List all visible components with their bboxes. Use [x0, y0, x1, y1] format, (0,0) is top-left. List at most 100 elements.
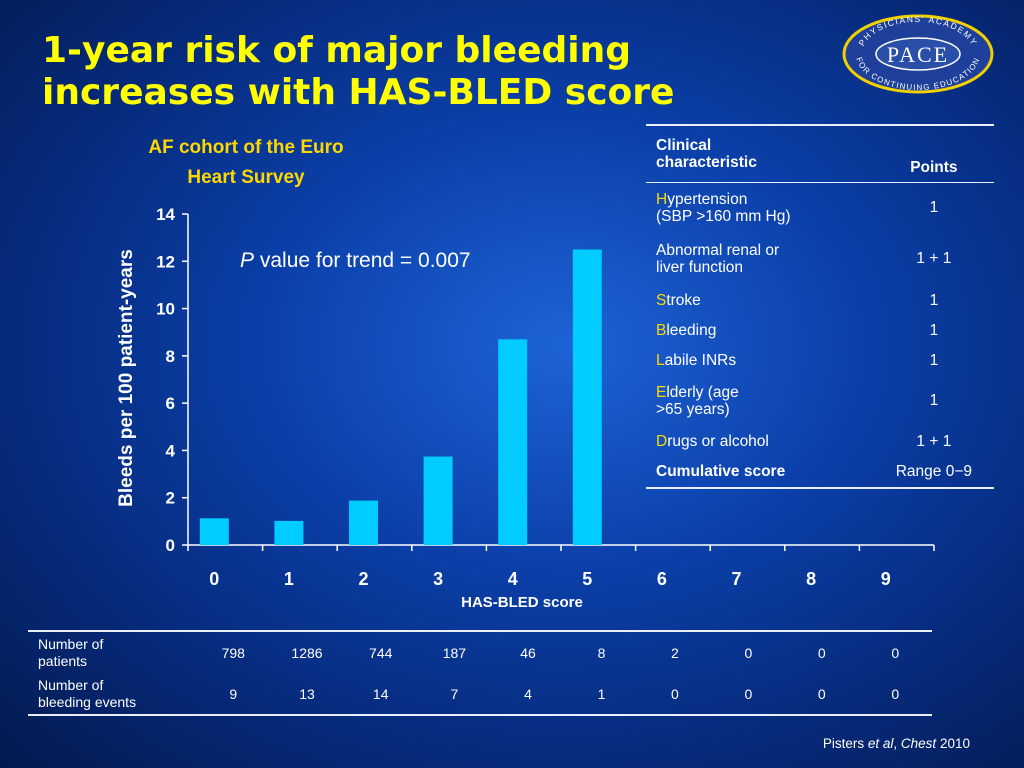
p-value-annotation: P value for trend = 0.007 [240, 249, 471, 273]
table-cell: 7 [450, 685, 459, 702]
table-cell: 0 [744, 644, 753, 661]
characteristic-text: ypertension [667, 190, 748, 208]
row-label-bleeding-events: Number of bleeding events [28, 673, 196, 715]
characteristic-cell: Labile INRs [646, 346, 874, 376]
table-cell: 1 [597, 685, 606, 702]
bar [274, 520, 304, 545]
p-value-italic-p: P [240, 249, 255, 272]
acronym-letter: S [656, 291, 667, 309]
characteristic-text: troke [666, 291, 701, 309]
table-row: Stroke 1 [646, 285, 994, 316]
points-cell: 1 [929, 199, 939, 217]
x-tick-label: 9 [881, 569, 891, 589]
characteristic-cell: Elderly (age >65 years) [646, 376, 874, 426]
characteristic-cell: Drugs or alcohol [646, 426, 874, 457]
acronym-letter: H [656, 190, 668, 208]
points-cell: 1 [929, 322, 939, 339]
y-tick-label: 14 [156, 205, 175, 224]
slide-title: 1-year risk of major bleeding increases … [42, 30, 802, 114]
bar [423, 456, 453, 545]
table-row: Hypertension (SBP >160 mm Hg) 1 [646, 183, 994, 233]
table-cell: 8 [597, 644, 606, 661]
table-cell: 0 [891, 685, 900, 702]
row-label-patients: Number of patients [28, 631, 196, 673]
x-tick-label: 8 [806, 569, 816, 589]
p-value-text: value for trend = 0.007 [254, 249, 471, 272]
x-tick-label: 1 [284, 569, 294, 589]
table-row: Elderly (age >65 years) 1 [646, 376, 994, 426]
citation-comma: , [893, 736, 901, 751]
table-cell: 187 [442, 644, 467, 661]
table-row: Bleeding 1 [646, 316, 994, 346]
table-cell: 4 [524, 685, 532, 702]
table-cell: 46 [520, 644, 536, 661]
chart-title-line-1: AF cohort of the Euro [148, 137, 344, 158]
row-label-bleeding-events-line-1: Number of [38, 676, 104, 693]
characteristic-text: abile INRs [664, 352, 737, 369]
points-cell: 1 [929, 352, 939, 369]
y-tick-label: 2 [166, 489, 175, 508]
characteristic-text: rugs or alcohol [667, 432, 769, 450]
table-row: Abnormal renal or liver function 1 + 1 [646, 233, 994, 285]
characteristic-text-line-2: liver function [656, 258, 744, 276]
cumulative-score-row: Cumulative score Range 0−9 [646, 457, 994, 488]
has-bled-criteria-table: Clinical characteristic Points Hypertensi… [646, 124, 994, 489]
header-points: Points [910, 159, 958, 176]
header-characteristic-line-2: characteristic [656, 154, 757, 171]
x-tick-label: 6 [657, 569, 667, 589]
x-tick-label: 3 [433, 569, 443, 589]
logo-main-text: PACE [887, 42, 949, 67]
table-cell: 14 [372, 685, 389, 702]
characteristic-text: Abnormal renal or [656, 241, 780, 259]
x-tick-label: 0 [209, 569, 219, 589]
cumulative-score-label: Cumulative score [656, 463, 786, 480]
table-cell: 13 [299, 685, 315, 702]
chart-x-axis-label: HAS-BLED score [461, 594, 583, 611]
x-tick-label: 4 [508, 569, 518, 589]
chart-title: AF cohort of the Euro Heart Survey [100, 133, 392, 193]
cumulative-score-value: Range 0−9 [895, 463, 973, 480]
table-cell: 9 [229, 685, 238, 702]
row-label-patients-line-2: patients [38, 652, 88, 669]
table-cell: 744 [369, 644, 393, 661]
table-header-row: Clinical characteristic Points [646, 125, 994, 183]
points-cell: 1 + 1 [916, 432, 952, 450]
points-cell: 1 [929, 291, 939, 309]
characteristic-cell: Abnormal renal or liver function [646, 233, 874, 285]
row-label-bleeding-events-line-2: bleeding events [38, 693, 137, 710]
y-tick-label: 10 [156, 300, 175, 319]
acronym-letter: B [656, 322, 667, 339]
header-characteristic-line-1: Clinical [656, 137, 712, 154]
citation-year: 2010 [936, 736, 970, 751]
acronym-letter: E [656, 383, 667, 401]
bar [199, 518, 229, 545]
characteristic-text-line-2: >65 years) [656, 400, 730, 418]
table-row-bleeding-events: Number of bleeding events 9 13 14 7 4 1 0 0 0 0 [28, 673, 932, 715]
title-line-2: increases with HAS-BLED score [42, 72, 675, 113]
header-characteristic: Clinical characteristic [646, 125, 874, 183]
citation-journal: Chest [900, 736, 937, 751]
citation: Pisters et al, Chest 2010 [823, 736, 970, 751]
citation-author: Pisters [822, 736, 868, 751]
table-cell: 0 [817, 685, 826, 702]
characteristic-text: leeding [666, 322, 717, 339]
citation-et-al: et al [867, 736, 894, 751]
table-cell: 1286 [291, 644, 323, 661]
table-cell: 2 [671, 644, 679, 661]
x-tick-label: 7 [731, 569, 741, 589]
table-cell: 0 [891, 644, 900, 661]
table-row: Drugs or alcohol 1 + 1 [646, 426, 994, 457]
y-tick-label: 6 [166, 394, 175, 413]
bar [572, 249, 602, 545]
bar [349, 500, 378, 545]
table-row: Labile INRs 1 [646, 346, 994, 376]
table-row-patients: Number of patients 798 1286 744 187 46 8 2 0 0 0 [28, 631, 932, 673]
characteristic-text-line-2: (SBP >160 mm Hg) [656, 207, 791, 225]
characteristic-cell: Bleeding [646, 316, 874, 346]
points-cell: 1 + 1 [916, 250, 952, 267]
y-tick-label: 4 [166, 441, 176, 460]
pace-logo: PHYSICIANS' ACADEMY FOR CONTINUING EDUCA… [842, 14, 994, 94]
x-tick-label: 2 [358, 569, 368, 589]
y-tick-label: 8 [166, 347, 175, 366]
acronym-letter: D [656, 432, 668, 450]
